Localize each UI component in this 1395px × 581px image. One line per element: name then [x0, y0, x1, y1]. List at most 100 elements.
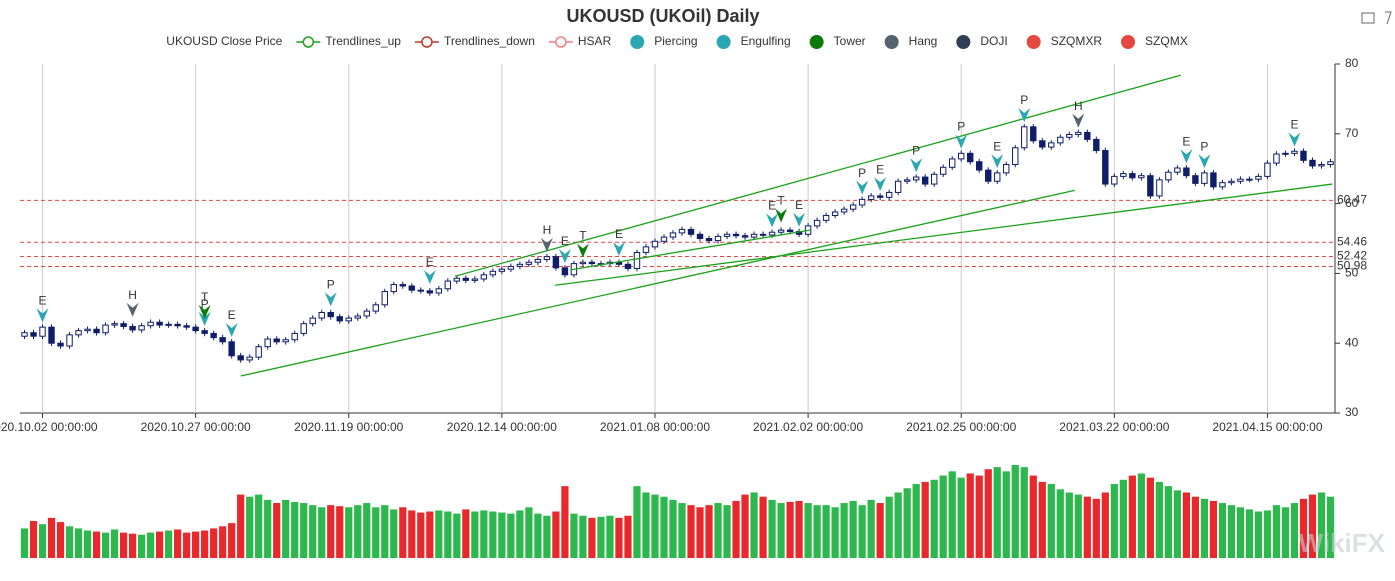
legend-item[interactable]: Hang [884, 34, 938, 49]
volume-bar [219, 526, 227, 558]
trendline [554, 183, 1333, 286]
candle-body [39, 326, 46, 337]
legend-label: SZQMXR [1051, 34, 1103, 48]
candle-body [1120, 173, 1127, 177]
candle-body [930, 173, 938, 185]
volume-bar [1272, 505, 1281, 558]
candle-body [552, 256, 560, 269]
y-tick-label: 80 [1345, 56, 1359, 70]
candle-body [453, 277, 461, 282]
toolbox[interactable] [1361, 11, 1392, 25]
candle-body [750, 233, 758, 238]
candle-body [1192, 175, 1199, 184]
candle-body [444, 280, 452, 290]
pattern-marker [874, 177, 887, 192]
pattern-label: P [1200, 139, 1208, 153]
candle-body [57, 342, 64, 347]
legend-item[interactable]: Piercing [630, 34, 698, 49]
y-tick-label: 40 [1345, 335, 1359, 349]
legend-item[interactable]: Trendlines_down [414, 34, 535, 48]
pattern-label: T [777, 194, 785, 208]
legend-item[interactable]: Trendlines_up [296, 34, 401, 48]
pattern-marker [955, 134, 968, 149]
volume-bar [723, 505, 731, 558]
volume-bar [642, 492, 650, 558]
candle-body [849, 204, 857, 210]
volume-bar [264, 499, 272, 558]
volume-bar [390, 509, 398, 558]
legend-item[interactable]: UKOUSD Close Price [166, 34, 282, 48]
candle-body [561, 267, 569, 276]
volume-bar [570, 513, 578, 558]
volume-bar [525, 507, 533, 558]
candle-body [174, 323, 181, 327]
candle-body [903, 179, 911, 182]
legend-item[interactable]: Engulfing [716, 34, 791, 49]
legend-item[interactable]: HSAR [548, 34, 612, 48]
volume-bar [714, 503, 722, 558]
candle-body [588, 261, 596, 265]
zoom-icon[interactable] [1361, 12, 1375, 24]
volume-bar [327, 505, 335, 558]
volume-bar [1029, 475, 1037, 558]
volume-bar [813, 505, 821, 558]
volume-bar [732, 500, 740, 558]
candle-body [1282, 152, 1289, 155]
candle-body [777, 229, 785, 233]
watermark: WikiFX [1299, 528, 1386, 558]
volume-bar [237, 494, 245, 558]
pattern-label: E [615, 227, 623, 241]
volume-bar [498, 512, 506, 558]
candle-body [1219, 182, 1226, 188]
volume-bar [795, 500, 803, 558]
legend-label: Trendlines_down [444, 34, 535, 48]
volume-bar [849, 500, 857, 558]
volume-bar [462, 509, 470, 558]
y-tick-label: 50 [1345, 266, 1359, 280]
volume-bar [56, 522, 65, 558]
candle-body [255, 346, 262, 358]
pattern-label: E [561, 234, 569, 248]
candle-body [93, 328, 100, 334]
restore-icon[interactable] [1385, 11, 1392, 25]
legend-item[interactable]: DOJI [956, 34, 1008, 49]
volume-bar [65, 526, 74, 558]
candle-body [228, 341, 235, 357]
x-tick-label: 2021.02.25 00:00:00 [906, 420, 1016, 434]
volume-bar [1047, 484, 1055, 558]
candle-body [183, 325, 190, 328]
volume-bar [822, 505, 830, 558]
pattern-marker [558, 249, 571, 264]
volume-bar [930, 479, 938, 558]
x-tick-label: 2021.04.15 00:00:00 [1212, 420, 1322, 434]
candle-body [831, 211, 839, 216]
volume-bar [1245, 509, 1254, 558]
legend-label: Engulfing [741, 34, 791, 48]
pattern-label: P [858, 166, 866, 180]
volume-bar [183, 532, 191, 558]
volume-bar [174, 529, 182, 558]
pattern-marker [225, 323, 238, 338]
pattern-label: P [327, 277, 335, 291]
volume-bar [1092, 498, 1100, 558]
volume-bar [417, 512, 425, 558]
legend-item[interactable]: SZQMX [1121, 34, 1188, 49]
candle-body [246, 356, 253, 361]
legend-item[interactable]: Tower [809, 34, 866, 49]
pattern-marker [910, 158, 923, 173]
candle-body [741, 235, 749, 238]
volume-bar [435, 510, 443, 558]
candle-body [1075, 131, 1082, 135]
legend-item[interactable]: SZQMXR [1026, 34, 1103, 49]
candle-body [102, 324, 109, 334]
legend-symbol [302, 36, 315, 48]
candle-body [417, 289, 425, 292]
volume-bar [1263, 510, 1272, 558]
volume-bar [38, 524, 47, 558]
candle-body [732, 233, 740, 237]
candle-body [1264, 162, 1271, 177]
candle-body [579, 261, 587, 265]
volume-bar [47, 517, 56, 558]
